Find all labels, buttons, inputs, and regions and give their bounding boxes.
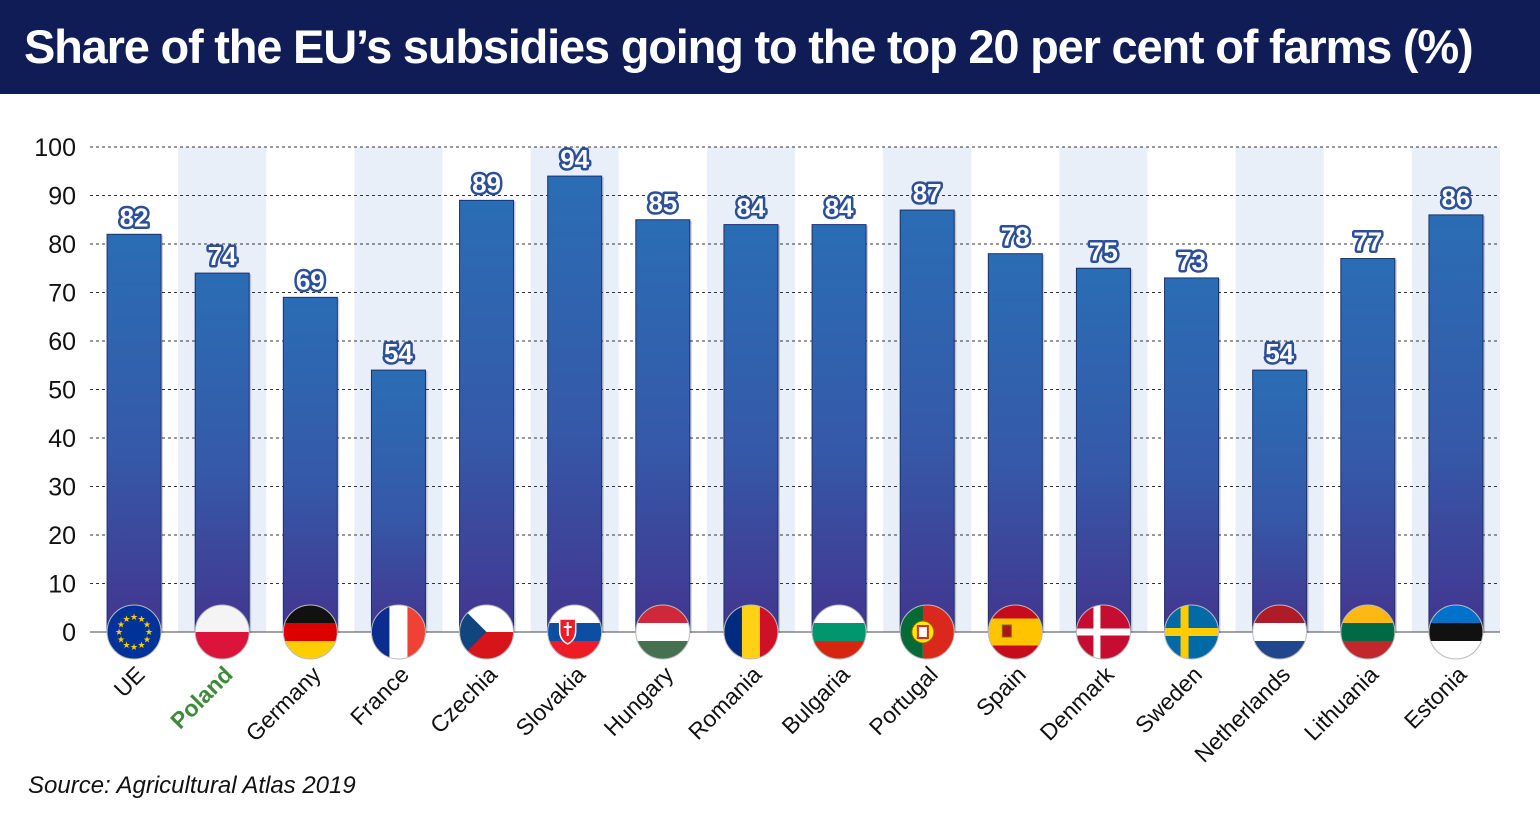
x-tick-label: Spain <box>971 661 1031 721</box>
x-tick-label: Denmark <box>1035 661 1120 746</box>
x-tick-label: France <box>345 661 414 730</box>
bar <box>547 175 603 633</box>
source-note: Source: Agricultural Atlas 2019 <box>28 772 356 799</box>
y-tick-label: 30 <box>48 474 76 502</box>
value-label: 85 <box>648 188 677 218</box>
lithuania-flag-icon <box>1340 604 1396 660</box>
x-tick-label: Czechia <box>425 661 502 738</box>
romania-flag-icon <box>723 604 779 660</box>
value-label: 84 <box>736 193 765 223</box>
portugal-flag-icon <box>899 604 955 660</box>
y-tick-label: 100 <box>34 134 76 162</box>
svg-text:★: ★ <box>123 615 131 625</box>
poland-flag-icon <box>194 604 250 660</box>
value-label: 87 <box>913 178 942 208</box>
value-label: 84 <box>825 193 854 223</box>
value-label: 89 <box>472 168 501 198</box>
x-tick-label: Romania <box>683 661 767 745</box>
bar <box>1164 277 1220 633</box>
chart-title: Share of the EU’s subsidies going to the… <box>24 20 1474 73</box>
y-tick-label: 20 <box>48 522 76 550</box>
bar <box>1340 258 1396 633</box>
netherlands-flag-icon <box>1252 604 1308 660</box>
x-tick-label: Slovakia <box>510 661 590 741</box>
bar <box>723 224 779 633</box>
svg-text:★: ★ <box>143 621 151 631</box>
svg-text:★: ★ <box>123 641 131 651</box>
y-tick-label: 90 <box>48 183 76 211</box>
bar <box>1252 369 1308 633</box>
svg-text:★: ★ <box>130 643 138 653</box>
value-label: 73 <box>1177 246 1206 276</box>
x-tick-label: Bulgaria <box>777 661 855 739</box>
bar <box>370 369 426 633</box>
x-tick-label: Estonia <box>1399 661 1472 734</box>
value-label: 74 <box>208 241 237 271</box>
x-tick-label: Netherlands <box>1189 661 1295 767</box>
value-label: 69 <box>296 265 325 295</box>
bar <box>194 272 250 633</box>
hungary-flag-icon <box>635 604 691 660</box>
svg-text:★: ★ <box>115 628 123 638</box>
bar <box>987 253 1043 633</box>
x-tick-label: Lithuania <box>1299 661 1384 746</box>
germany-flag-icon <box>282 604 338 660</box>
y-tick-label: 10 <box>48 571 76 599</box>
bar-chart: 0 10 20 30 40 50 60 70 80 90 100 82 74 69 54 89 94 85 84 8… <box>34 134 1500 767</box>
denmark-flag-icon <box>1075 604 1131 660</box>
slovakia-flag-icon <box>547 604 603 660</box>
svg-text:★: ★ <box>117 621 125 631</box>
y-tick-label: 40 <box>48 425 76 453</box>
sweden-flag-icon <box>1164 604 1220 660</box>
bar <box>1428 214 1484 633</box>
y-tick-label: 0 <box>62 619 76 647</box>
svg-text:★: ★ <box>130 613 138 623</box>
estonia-flag-icon <box>1428 604 1484 660</box>
bar <box>635 219 691 633</box>
y-tick-label: 50 <box>48 377 76 405</box>
bar <box>459 199 515 633</box>
y-tick-label: 60 <box>48 328 76 356</box>
x-tick-label: Portugal <box>864 661 943 740</box>
bar <box>106 233 162 633</box>
eu-flag-icon: ★★★★★★★★★ ★ ★★ <box>106 604 162 660</box>
x-tick-label: Poland <box>165 661 238 734</box>
x-tick-label: Hungary <box>598 661 678 741</box>
bar <box>1075 267 1131 633</box>
bar <box>899 209 955 633</box>
value-label: 82 <box>120 202 149 232</box>
value-label: 54 <box>1265 338 1294 368</box>
value-label: 54 <box>384 338 413 368</box>
title-bar: Share of the EU’s subsidies going to the… <box>0 0 1540 94</box>
bar <box>811 224 867 633</box>
svg-text:★: ★ <box>117 636 125 646</box>
value-label: 77 <box>1353 227 1382 257</box>
value-label: 75 <box>1089 236 1118 266</box>
svg-text:★: ★ <box>138 641 146 651</box>
value-label: 78 <box>1001 222 1030 252</box>
czechia-flag-icon <box>459 604 515 660</box>
value-label: 86 <box>1441 183 1470 213</box>
bar <box>282 296 338 633</box>
value-label: 94 <box>560 144 589 174</box>
svg-text:★: ★ <box>145 628 153 638</box>
svg-text:★: ★ <box>143 636 151 646</box>
x-tick-label: UE <box>109 661 150 702</box>
x-tick-label: Sweden <box>1130 661 1207 738</box>
svg-text:★: ★ <box>138 615 146 625</box>
spain-flag-icon <box>987 604 1043 660</box>
bulgaria-flag-icon <box>811 604 867 660</box>
y-tick-label: 80 <box>48 231 76 259</box>
france-flag-icon <box>370 604 426 660</box>
x-tick-label: Germany <box>241 661 327 747</box>
y-tick-label: 70 <box>48 280 76 308</box>
